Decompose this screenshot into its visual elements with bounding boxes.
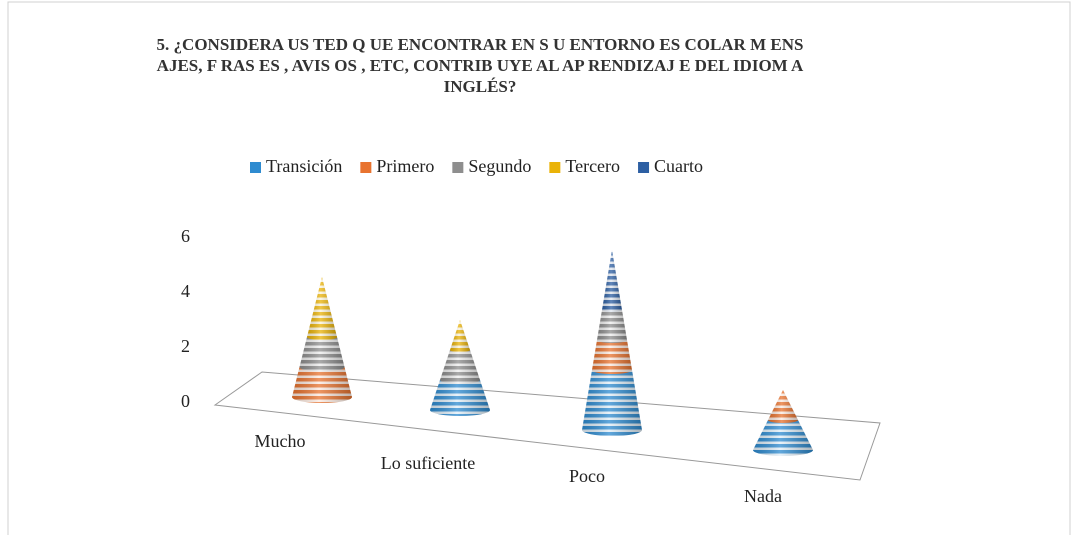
legend-swatch [360, 162, 372, 173]
y-tick-label: 4 [181, 281, 190, 301]
x-tick-label: Nada [744, 486, 782, 506]
legend-label: Segundo [468, 156, 531, 176]
cone-shade [440, 348, 480, 384]
y-tick-label: 2 [181, 336, 190, 356]
cone-shade [602, 250, 622, 312]
legend-label: Primero [376, 156, 434, 176]
cone-shade [299, 334, 345, 372]
legend-swatch [638, 162, 650, 173]
cone-shade [430, 376, 490, 416]
floor [213, 371, 881, 481]
legend-label: Transición [266, 156, 342, 176]
frame [7, 1, 1071, 535]
cone-shade [450, 320, 470, 352]
y-tick-label: 0 [181, 391, 190, 411]
cone-shade [768, 390, 798, 423]
legend-label: Cuarto [654, 156, 703, 176]
cone-shade [292, 362, 352, 403]
cone-shade [753, 417, 813, 456]
legend-swatch [452, 162, 464, 173]
chart-title: 5. ¿CONSIDERA US TED Q UE ENCONTRAR EN S… [156, 35, 804, 96]
legend-swatch [250, 162, 261, 173]
cone-shade [582, 366, 642, 436]
cone-shade [307, 277, 337, 340]
cone-shade [592, 337, 632, 374]
legend-swatch [549, 162, 561, 173]
y-tick-label: 6 [181, 226, 190, 246]
x-tick-label: Mucho [255, 431, 306, 451]
x-tick-label: Lo suficiente [381, 453, 475, 473]
cone-shade [597, 308, 627, 343]
x-tick-label: Poco [569, 466, 605, 486]
legend-label: Tercero [565, 156, 620, 176]
